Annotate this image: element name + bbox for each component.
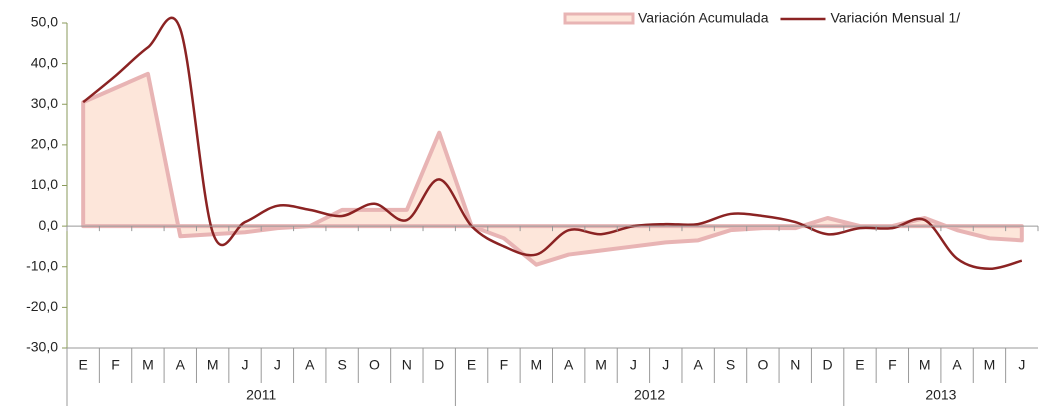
- x-tick-label: J: [1018, 357, 1025, 373]
- y-tick-label: -10,0: [26, 257, 58, 273]
- x-tick-label: A: [305, 357, 315, 373]
- x-tick-label: M: [530, 357, 542, 373]
- y-tick-label: 30,0: [31, 95, 58, 111]
- x-tick-label: N: [402, 357, 412, 373]
- x-tick-label: A: [952, 357, 962, 373]
- legend-label: Variación Acumulada: [638, 10, 769, 26]
- x-tick-label: A: [176, 357, 186, 373]
- x-tick-label: D: [434, 357, 444, 373]
- x-tick-label: M: [207, 357, 219, 373]
- x-tick-label: O: [757, 357, 768, 373]
- x-tick-label: J: [662, 357, 669, 373]
- x-tick-label: M: [984, 357, 996, 373]
- x-tick-label: J: [242, 357, 249, 373]
- y-tick-label: 0,0: [39, 217, 59, 233]
- x-tick-label: M: [919, 357, 931, 373]
- x-tick-label: J: [274, 357, 281, 373]
- x-tick-label: S: [337, 357, 346, 373]
- y-tick-label: 10,0: [31, 176, 58, 192]
- legend-label: Variación Mensual 1/: [830, 10, 960, 26]
- x-tick-label: A: [564, 357, 574, 373]
- x-tick-label: M: [142, 357, 154, 373]
- x-tick-label: E: [467, 357, 476, 373]
- x-tick-label: E: [79, 357, 88, 373]
- x-tick-label: S: [726, 357, 735, 373]
- line: [82, 16, 1023, 271]
- area: [81, 71, 1024, 267]
- legend-swatch: [563, 12, 635, 25]
- x-tick-label: F: [500, 357, 509, 373]
- x-tick-label: N: [790, 357, 800, 373]
- y-tick-label: 40,0: [31, 54, 58, 70]
- x-tick-label: M: [595, 357, 607, 373]
- group-label: 2011: [246, 387, 276, 403]
- y-tick-label: -20,0: [26, 298, 58, 314]
- x-tick-label: O: [369, 357, 380, 373]
- y-tick-label: -30,0: [26, 339, 58, 355]
- x-tick-label: A: [693, 357, 703, 373]
- x-tick-label: D: [823, 357, 833, 373]
- x-tick-label: J: [630, 357, 637, 373]
- x-tick-label: F: [111, 357, 120, 373]
- group-label: 2013: [925, 387, 956, 403]
- x-tick-label: F: [888, 357, 897, 373]
- x-tick-label: E: [855, 357, 864, 373]
- y-tick-label: 50,0: [31, 14, 58, 30]
- group-label: 2012: [634, 387, 665, 403]
- y-tick-label: 20,0: [31, 136, 58, 152]
